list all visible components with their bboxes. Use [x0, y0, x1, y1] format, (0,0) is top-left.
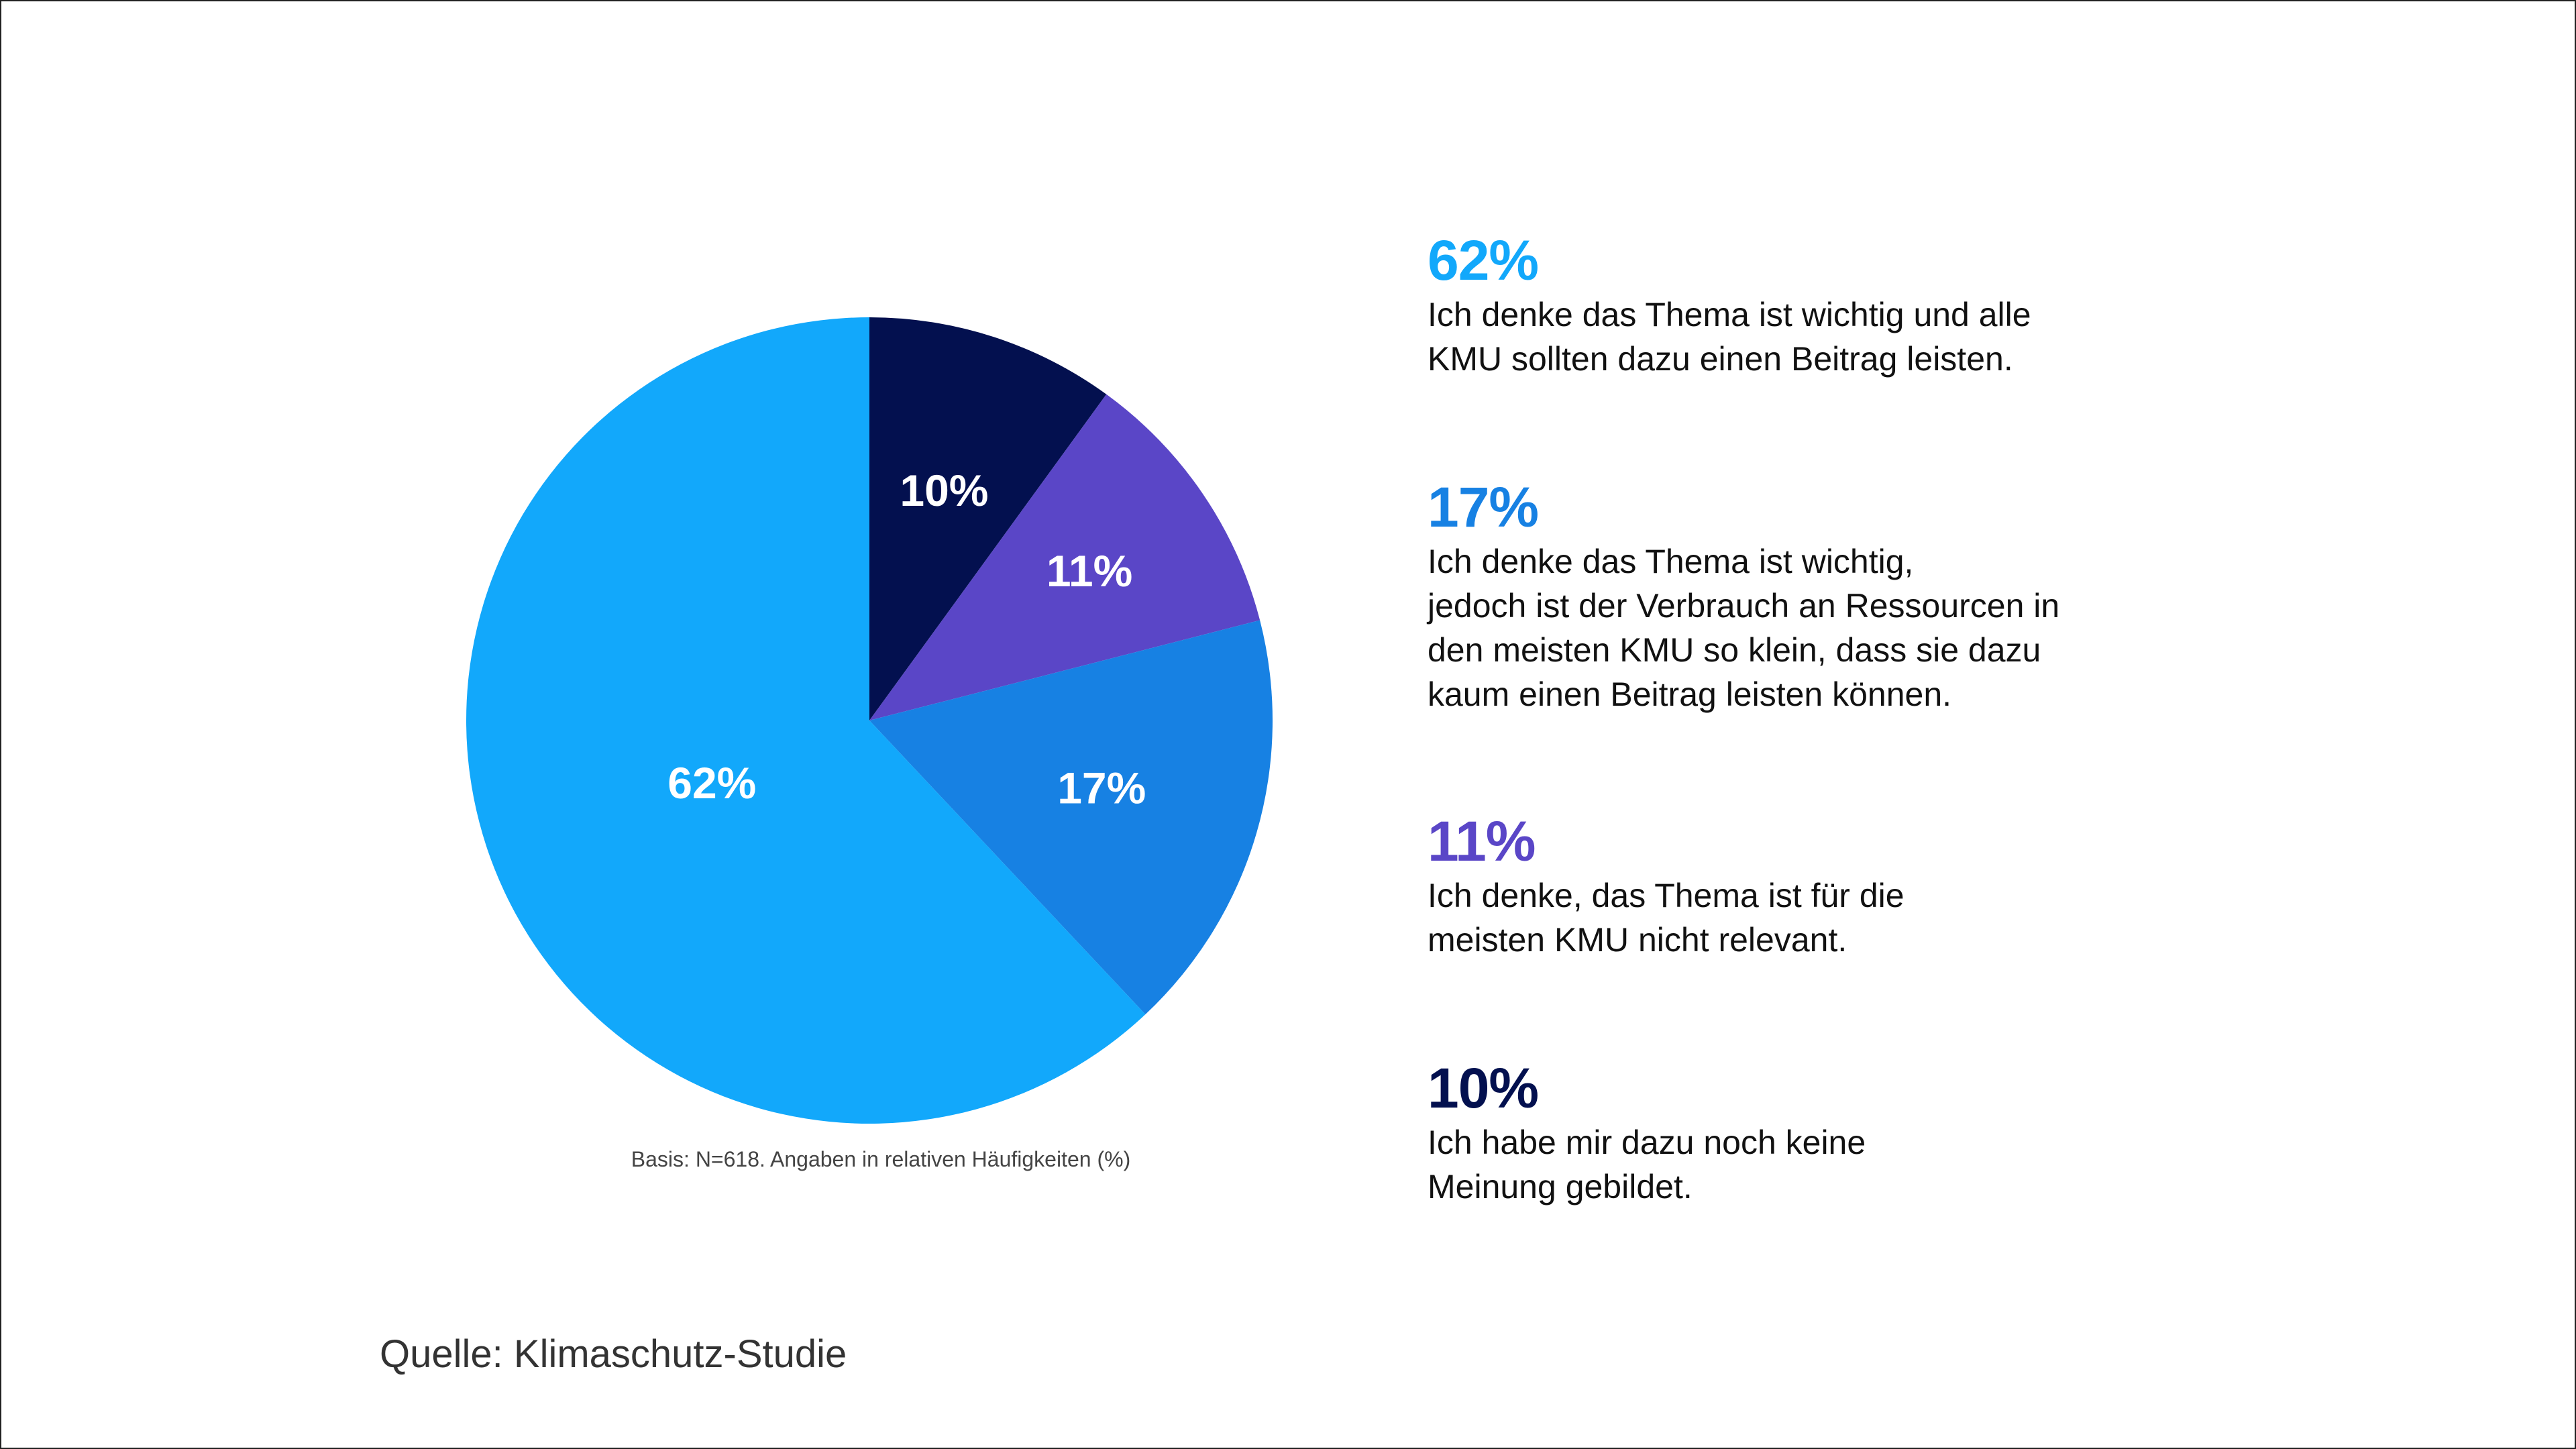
legend-description: Ich denke das Thema ist wichtig, jedoch … [1428, 543, 2060, 713]
slice-label: 10% [900, 466, 988, 515]
legend-description: Ich habe mir dazu noch keine Meinung geb… [1428, 1124, 1866, 1205]
legend-item-17: 17% Ich denke das Thema ist wichtig, jed… [1428, 475, 2165, 716]
legend-item-62: 62% Ich denke das Thema ist wichtig und … [1428, 228, 2165, 381]
legend-description: Ich denke, das Thema ist für die meisten… [1428, 877, 1904, 959]
legend-percent: 17% [1428, 476, 1539, 539]
pie-slice-11 [869, 394, 1260, 720]
legend-item-10: 10% Ich habe mir dazu noch keine Meinung… [1428, 1056, 2165, 1209]
legend-percent: 11% [1428, 810, 1536, 873]
pie-slice-17 [869, 620, 1273, 1015]
pie-slice-62 [466, 317, 1146, 1124]
pie-chart: 10% 11% 17% 62% [466, 317, 1273, 1124]
pie-slice-10 [869, 317, 1107, 720]
legend-description: Ich denke das Thema ist wichtig und alle… [1428, 296, 2031, 378]
legend-percent: 62% [1428, 229, 1539, 292]
slice-label: 11% [1046, 546, 1132, 596]
slice-label: 62% [667, 758, 756, 808]
slice-label: 17% [1057, 763, 1146, 813]
legend-item-11: 11% Ich denke, das Thema ist für die mei… [1428, 809, 2165, 962]
basis-note: Basis: N=618. Angaben in relativen Häufi… [631, 1147, 1131, 1171]
legend-percent: 10% [1428, 1057, 1539, 1120]
source-note: Quelle: Klimaschutz-Studie [380, 1332, 847, 1376]
